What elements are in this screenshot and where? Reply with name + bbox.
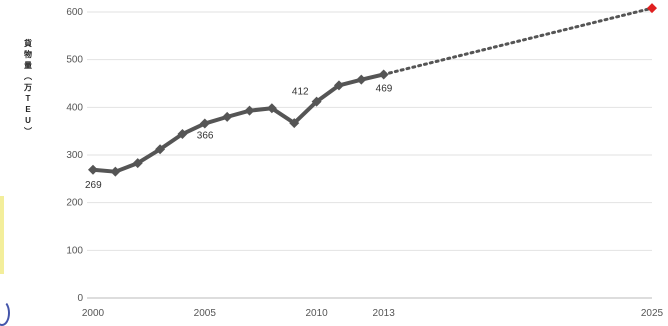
y-axis-label-char: 貨	[24, 38, 32, 48]
y-tick-label: 500	[66, 55, 83, 66]
projection-line	[382, 6, 654, 76]
bracket-edge-decoration	[0, 300, 10, 326]
data-labels: 269 366 412 469	[85, 83, 393, 190]
data-point	[244, 105, 255, 116]
data-label: 269	[85, 180, 102, 191]
series-markers	[88, 3, 657, 177]
y-tick-label: 400	[66, 102, 83, 113]
data-point	[378, 69, 389, 80]
y-axis-label-char: 量	[24, 60, 32, 70]
x-tick-label: 2000	[82, 308, 105, 319]
y-axis-label-char: 万	[23, 83, 32, 92]
x-tick-labels: 2000 2005 2010 2013 2025	[82, 308, 664, 319]
y-axis-label-char: T	[26, 94, 31, 103]
data-point	[155, 144, 166, 155]
grid-lines	[87, 11, 652, 299]
y-axis-label-char: 物	[24, 49, 32, 59]
data-point	[88, 164, 98, 175]
y-axis-label-char: U	[25, 116, 31, 125]
series-lines	[92, 6, 654, 174]
y-axis-label-char: ︶	[23, 126, 32, 136]
data-point	[177, 129, 188, 140]
y-tick-label: 0	[77, 293, 83, 304]
data-point	[266, 103, 277, 114]
data-label: 412	[292, 87, 309, 98]
actual-series-line	[92, 72, 385, 174]
data-point	[356, 74, 367, 85]
data-point	[311, 96, 322, 107]
y-tick-label: 600	[66, 7, 83, 18]
data-point	[289, 118, 300, 129]
data-point	[110, 166, 121, 177]
target-data-point	[647, 3, 657, 14]
x-tick-label: 2013	[373, 308, 396, 319]
yellow-edge-decoration	[0, 196, 4, 274]
y-tick-label: 100	[66, 245, 83, 256]
y-axis-label-char: E	[25, 105, 31, 114]
y-tick-label: 200	[66, 198, 83, 209]
data-label: 366	[197, 131, 214, 142]
data-label: 469	[376, 83, 393, 94]
x-tick-label: 2010	[305, 308, 328, 319]
data-point	[333, 80, 344, 91]
y-axis-label-char: ︵	[23, 72, 32, 81]
data-point	[132, 158, 143, 169]
data-point	[222, 111, 233, 122]
x-tick-label: 2005	[194, 308, 217, 319]
data-point	[199, 118, 210, 129]
y-tick-labels: 0 100 200 300 400 500 600	[66, 7, 83, 304]
x-tick-label: 2025	[641, 308, 664, 319]
y-tick-label: 300	[66, 150, 83, 161]
